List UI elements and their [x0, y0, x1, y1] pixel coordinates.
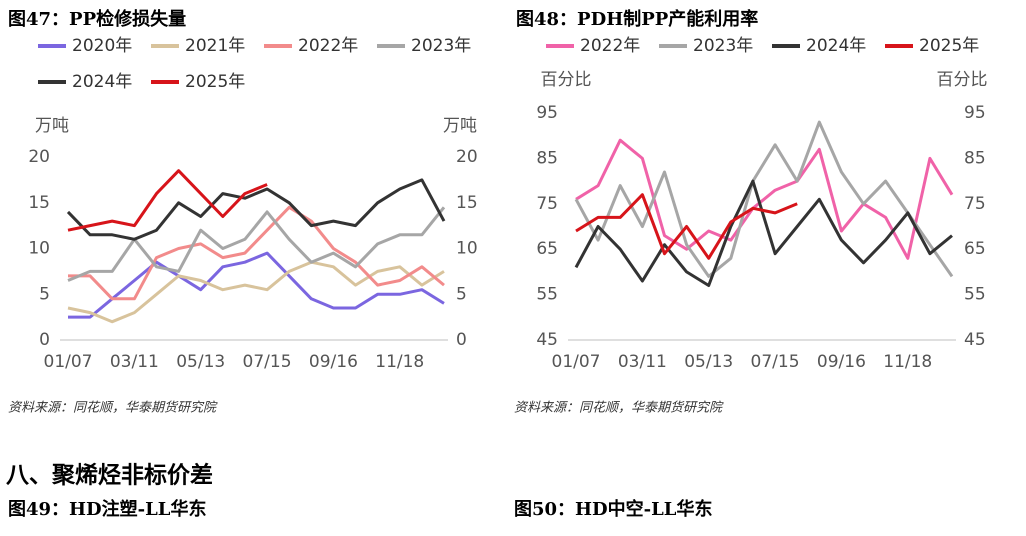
series-line	[66, 178, 446, 241]
x-tick-label: 07/15	[243, 352, 292, 372]
series-line	[575, 193, 798, 260]
y-axis-label: 万吨	[35, 116, 69, 136]
x-tick-label: 11/18	[883, 352, 932, 372]
chart-title: 图48：PDH制PP产能利用率	[516, 8, 758, 30]
series-line	[68, 251, 445, 319]
y2-tick-label: 75	[964, 194, 986, 214]
y-tick-label: 10	[28, 239, 50, 259]
x-tick-label: 03/11	[618, 352, 667, 372]
y2-tick-label: 55	[964, 285, 986, 305]
x-tick-label: 09/16	[309, 352, 358, 372]
y2-axis-label: 万吨	[443, 116, 477, 136]
series-line	[574, 179, 953, 287]
legend-label: 2024年	[72, 72, 132, 92]
x-tick-label: 11/18	[375, 352, 424, 372]
y2-tick-label: 15	[456, 193, 478, 213]
legend-label: 2022年	[298, 36, 358, 56]
legend-label: 2025年	[185, 72, 245, 92]
y2-tick-label: 45	[964, 330, 986, 350]
source-note: 资料来源：同花顺，华泰期货研究院	[8, 400, 218, 416]
y-tick-label: 55	[536, 285, 558, 305]
figure-title: 图49：HD注塑-LL华东	[8, 498, 206, 520]
y2-tick-label: 5	[456, 284, 467, 304]
y-tick-label: 20	[28, 147, 50, 167]
series-line	[67, 260, 445, 324]
legend-label: 2023年	[411, 36, 471, 56]
y2-tick-label: 10	[456, 239, 478, 259]
y2-tick-label: 65	[964, 239, 986, 259]
series-line	[68, 205, 445, 301]
y2-tick-label: 20	[456, 147, 478, 167]
y2-tick-label: 95	[964, 103, 986, 123]
x-tick-label: 03/11	[110, 352, 159, 372]
source-note: 资料来源：同花顺，华泰期货研究院	[514, 400, 724, 416]
y-tick-label: 45	[536, 330, 558, 350]
x-tick-label: 05/13	[176, 352, 225, 372]
section-title: 八、聚烯烃非标价差	[6, 462, 213, 489]
legend-label: 2024年	[806, 36, 866, 56]
legend-label: 2023年	[693, 36, 753, 56]
series-line	[575, 138, 954, 260]
y-tick-label: 5	[39, 284, 50, 304]
x-tick-label: 01/07	[552, 352, 601, 372]
y-tick-label: 85	[536, 148, 558, 168]
figure-title: 图50：HD中空-LL华东	[514, 498, 712, 520]
chart-title: 图47：PP检修损失量	[8, 8, 186, 30]
series-line	[67, 206, 446, 282]
y-axis-label: 百分比	[541, 70, 592, 90]
legend-label: 2022年	[580, 36, 640, 56]
y-tick-label: 95	[536, 103, 558, 123]
series-line	[574, 120, 954, 278]
y2-tick-label: 85	[964, 148, 986, 168]
y2-tick-label: 0	[456, 330, 467, 350]
y-tick-label: 15	[28, 193, 50, 213]
legend-label: 2021年	[185, 36, 245, 56]
y2-axis-label: 百分比	[937, 70, 988, 90]
x-tick-label: 05/13	[684, 352, 733, 372]
legend-label: 2025年	[919, 36, 979, 56]
series-line	[67, 169, 268, 232]
y-tick-label: 65	[536, 239, 558, 259]
y-tick-label: 75	[536, 194, 558, 214]
x-tick-label: 01/07	[44, 352, 93, 372]
x-tick-label: 09/16	[817, 352, 866, 372]
x-tick-label: 07/15	[751, 352, 800, 372]
y-tick-label: 0	[39, 330, 50, 350]
legend-label: 2020年	[72, 36, 132, 56]
